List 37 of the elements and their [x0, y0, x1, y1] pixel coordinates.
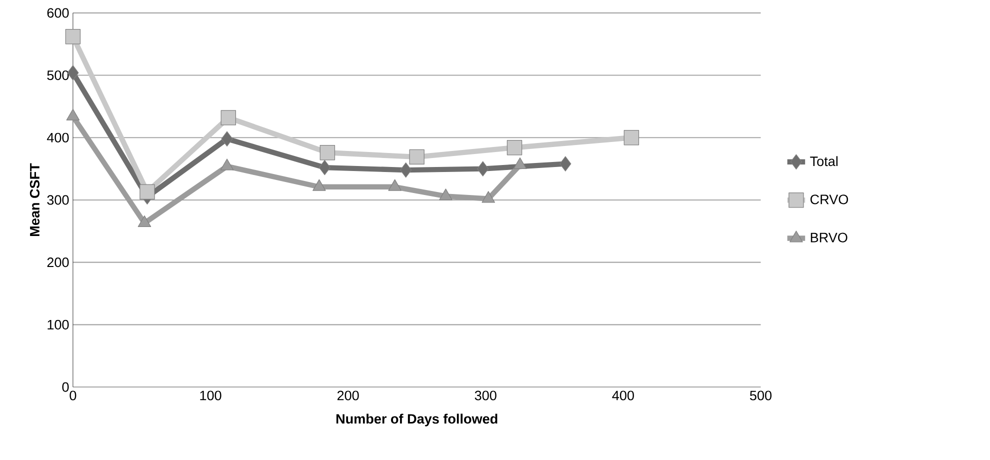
point	[138, 215, 152, 228]
y-tick-label: 500	[47, 70, 69, 80]
y-tick-label: 300	[47, 195, 69, 205]
point	[560, 156, 572, 172]
point	[506, 140, 522, 156]
point	[221, 131, 233, 146]
y-tick-label: 600	[47, 8, 69, 18]
x-axis-title: Number of Days followed	[336, 414, 498, 426]
x-tick-label: 500	[750, 390, 772, 400]
legend-label: CRVO	[810, 194, 848, 204]
y-axis-title: Mean CSFT	[30, 163, 40, 236]
y-tick-label: 0	[62, 382, 69, 392]
point	[140, 184, 155, 200]
point	[477, 161, 489, 176]
point	[482, 191, 496, 203]
x-tick-label: 0	[70, 390, 76, 400]
x-tick-label: 100	[200, 390, 222, 400]
x-tick-label: 400	[612, 390, 634, 400]
y-tick-label: 200	[47, 258, 69, 268]
point	[312, 179, 326, 191]
y-tick-label: 400	[46, 132, 69, 142]
point	[220, 110, 236, 126]
point	[220, 158, 234, 170]
point	[439, 188, 452, 200]
point	[624, 130, 640, 146]
legend-label: Total	[810, 156, 838, 166]
legend-label: BRVO	[810, 232, 848, 242]
x-tick-label: 200	[337, 390, 359, 400]
point	[318, 160, 330, 176]
point	[65, 29, 81, 44]
y-tick-label: 100	[48, 320, 69, 330]
x-tick-label: 300	[474, 390, 496, 400]
point	[513, 157, 527, 170]
point	[409, 149, 424, 165]
point	[388, 179, 402, 191]
point	[320, 144, 336, 160]
point	[400, 162, 412, 178]
